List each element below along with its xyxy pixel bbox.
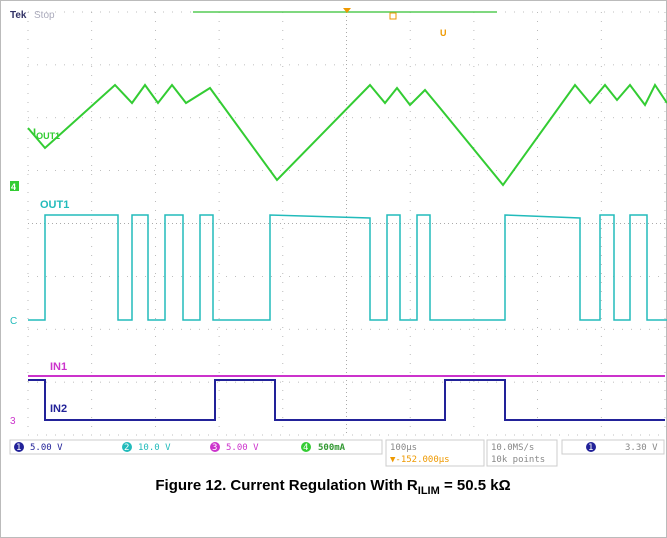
ch1-scale: 5.00 V	[30, 443, 63, 453]
label-main: I	[33, 127, 36, 139]
channel-box	[9, 439, 383, 455]
acq-box	[486, 439, 558, 467]
time-box	[385, 439, 485, 467]
trace-out1	[28, 214, 667, 321]
ch3-scale: 5.00 V	[226, 443, 259, 453]
status-bar: 1 5.00 V 2 10.0 V 3 5.00 V 4 500mA 100µs…	[9, 439, 665, 467]
trace-in2	[28, 379, 665, 421]
ch3-dot	[210, 442, 220, 452]
marker-ch3: 3	[10, 416, 16, 427]
label-sub: OUT1	[36, 131, 60, 141]
marker-ch4: 4	[11, 182, 16, 192]
caption-prefix: Figure 12. Current Regulation With R	[155, 477, 418, 494]
position: ▼-152.000µs	[390, 455, 450, 465]
ch3-num: 3	[212, 443, 217, 453]
ch1-num: 1	[16, 443, 21, 453]
points: 10k points	[491, 455, 545, 465]
label-in1: IN1	[50, 361, 67, 373]
trig-dot	[586, 442, 596, 452]
trig-level: 3.30 V	[625, 443, 658, 453]
ch4-num: 4	[303, 443, 308, 453]
caption: Figure 12. Current Regulation With RILIM…	[155, 477, 510, 497]
marker-ch2: C	[10, 316, 17, 327]
label-iout1: IOUT1	[33, 127, 60, 141]
timebase: 100µs	[390, 443, 417, 453]
trace-iout1	[27, 83, 667, 187]
grid	[27, 11, 666, 436]
caption-sub: ILIM	[418, 485, 440, 497]
label-out1: OUT1	[40, 199, 69, 211]
ch2-num: 2	[124, 443, 129, 453]
rate: 10.0MS/s	[491, 443, 534, 453]
ch2-scale: 10.0 V	[138, 443, 171, 453]
ch2-dot	[122, 442, 132, 452]
trigger-pos	[343, 8, 351, 13]
ch4-dot	[301, 442, 311, 452]
trig-box	[561, 439, 665, 455]
trigger-mark: U	[440, 28, 447, 38]
trig-ch: 1	[588, 443, 593, 453]
ch4-scale: 500mA	[318, 443, 346, 453]
caption-suffix: = 50.5 kΩ	[440, 477, 511, 494]
expand-mark	[389, 12, 397, 20]
ch1-dot	[14, 442, 24, 452]
label-in2: IN2	[50, 403, 67, 415]
brand: Tek	[10, 10, 27, 21]
marker-box	[10, 181, 19, 191]
status: Stop	[34, 10, 55, 21]
